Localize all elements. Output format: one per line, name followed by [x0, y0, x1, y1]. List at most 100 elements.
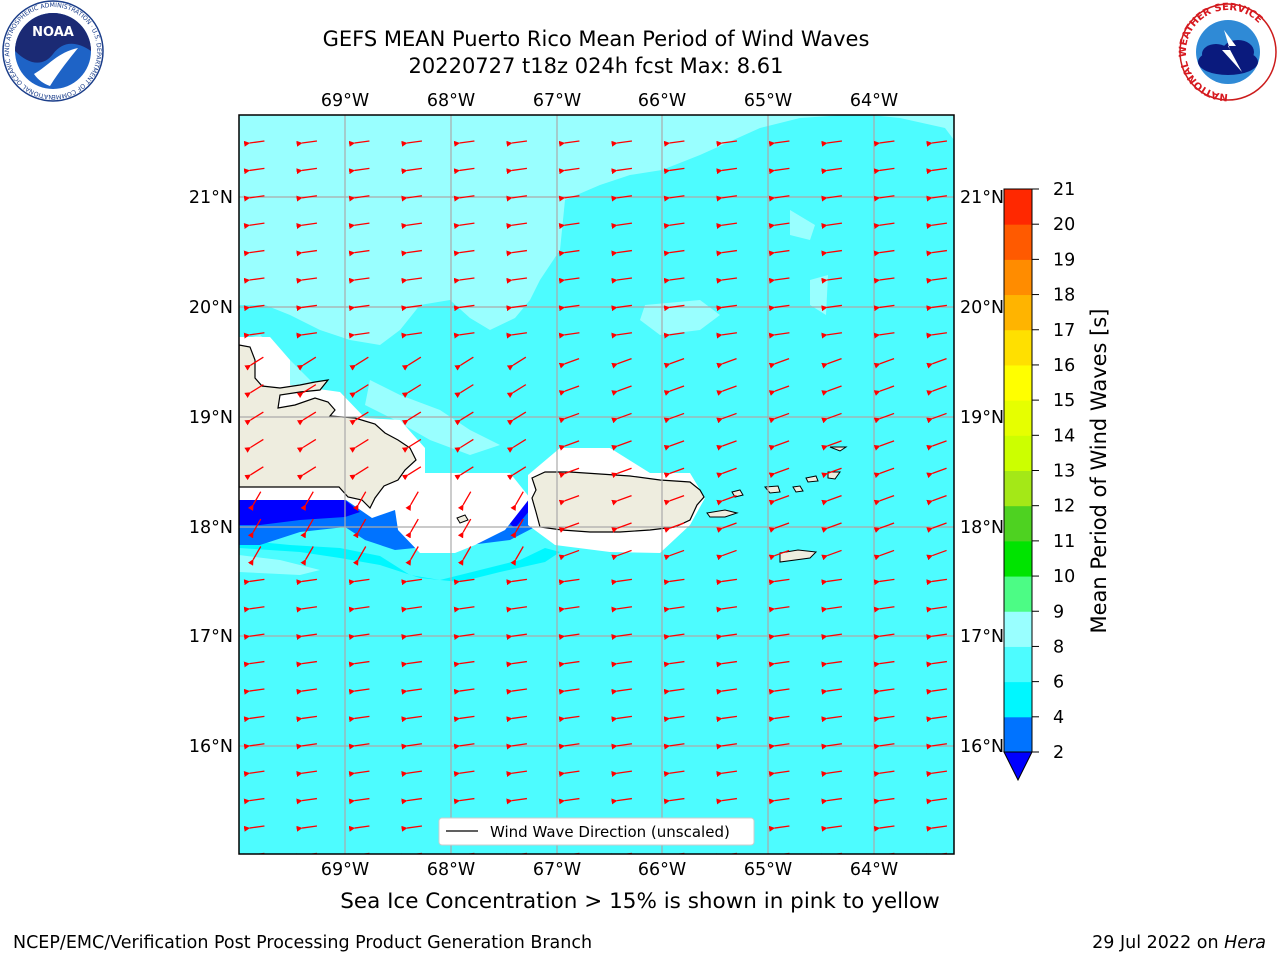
direction-arrow: [768, 825, 790, 832]
lon-label-bottom: 66°W: [638, 860, 686, 880]
direction-arrow: [821, 140, 843, 147]
direction-arrow: [821, 633, 843, 640]
direction-arrow: [663, 195, 685, 202]
direction-arrow: [401, 743, 423, 750]
direction-arrow: [558, 167, 580, 175]
direction-arrow: [663, 743, 685, 750]
direction-arrow: [243, 222, 265, 229]
map-plot-area: [239, 115, 954, 854]
direction-arrow: [401, 277, 423, 284]
direction-arrow: [300, 491, 314, 511]
lat-label-right: 18°N: [960, 518, 1004, 538]
direction-arrow: [821, 797, 843, 805]
direction-arrow: [348, 222, 370, 229]
direction-arrow: [611, 412, 632, 424]
direction-arrow: [716, 277, 738, 284]
direction-arrow: [453, 578, 475, 586]
direction-arrow: [821, 688, 843, 695]
direction-arrow: [401, 356, 422, 371]
colorbar-tick-label: 10: [1053, 567, 1075, 587]
lat-label-right: 21°N: [960, 188, 1004, 208]
direction-arrow: [663, 467, 685, 479]
direction-arrow: [821, 743, 843, 750]
direction-arrow: [873, 688, 895, 695]
direction-arrow: [506, 715, 528, 723]
direction-arrow: [716, 222, 738, 229]
direction-arrow: [716, 495, 737, 506]
direction-arrow: [611, 522, 632, 533]
direction-arrow: [768, 277, 790, 284]
direction-arrow: [611, 222, 633, 229]
direction-arrow: [716, 385, 737, 396]
direction-arrow: [873, 304, 895, 312]
direction-arrow: [457, 518, 472, 539]
direction-arrow: [663, 249, 685, 257]
colorbar-tick-label: 13: [1053, 462, 1075, 482]
direction-arrow: [348, 578, 370, 586]
direction-arrow: [453, 332, 475, 339]
direction-arrow: [821, 304, 843, 312]
direction-arrow: [506, 222, 528, 229]
direction-arrow: [768, 743, 790, 750]
lon-label-bottom: 67°W: [533, 860, 581, 880]
direction-arrow: [558, 140, 580, 147]
direction-arrow: [821, 440, 842, 451]
direction-arrow: [821, 770, 843, 777]
direction-arrow: [348, 167, 370, 175]
direction-arrow: [768, 797, 790, 805]
direction-arrow: [506, 304, 528, 312]
direction-arrow: [663, 606, 685, 613]
direction-arrow: [506, 356, 527, 371]
direction-arrow: [611, 140, 633, 147]
direction-arrow: [510, 491, 524, 511]
colorbar-tick-label: 17: [1053, 321, 1075, 341]
direction-arrow: [348, 825, 370, 832]
colorbar-tick-label: 20: [1053, 215, 1075, 235]
direction-arrow: [349, 356, 369, 371]
wave-period-field-8-9: [239, 115, 954, 345]
direction-arrow: [873, 332, 895, 339]
direction-arrow: [663, 688, 685, 695]
direction-arrow: [296, 633, 318, 640]
direction-arrow: [926, 385, 947, 396]
direction-arrow: [244, 411, 264, 426]
direction-arrow: [296, 660, 318, 668]
direction-arrow: [296, 743, 318, 750]
colorbar: 2 4 6 8 9 10 11 12 13 14 15 16 17 18 19 20 21: [1003, 180, 1075, 782]
direction-arrow: [454, 411, 474, 426]
direction-arrow: [611, 249, 633, 257]
direction-arrow: [768, 688, 790, 695]
direction-arrow: [611, 332, 633, 339]
direction-arrow: [348, 633, 370, 640]
direction-arrow: [873, 770, 895, 777]
direction-arrow: [716, 140, 738, 147]
direction-arrow: [558, 440, 580, 451]
direction-arrow: [663, 304, 685, 312]
colorbar-segment: [1004, 329, 1032, 366]
direction-arrow: [453, 606, 475, 613]
colorbar-segment: [1004, 435, 1032, 471]
colorbar-tick-label: 21: [1053, 180, 1075, 200]
direction-arrow: [926, 467, 947, 479]
direction-arrow: [611, 277, 633, 284]
direction-arrow: [558, 222, 580, 229]
colorbar-segment: [1004, 611, 1032, 647]
direction-arrow: [506, 633, 528, 640]
direction-arrow: [453, 195, 475, 202]
direction-arrow: [873, 222, 895, 229]
direction-arrow: [558, 770, 580, 777]
direction-arrow: [926, 715, 948, 723]
direction-arrow: [454, 438, 474, 453]
direction-arrow: [348, 743, 370, 750]
direction-arrow: [401, 797, 423, 805]
direction-arrow: [663, 797, 685, 805]
direction-arrow: [716, 249, 738, 257]
direction-arrow: [457, 491, 472, 511]
direction-arrow: [716, 167, 738, 175]
lat-label-left: 21°N: [189, 188, 233, 208]
direction-arrow: [405, 546, 419, 566]
direction-arrow: [401, 167, 423, 175]
direction-arrow: [558, 195, 580, 202]
lon-label-top: 68°W: [427, 91, 475, 111]
wave-period-field-8-9: [810, 275, 828, 315]
